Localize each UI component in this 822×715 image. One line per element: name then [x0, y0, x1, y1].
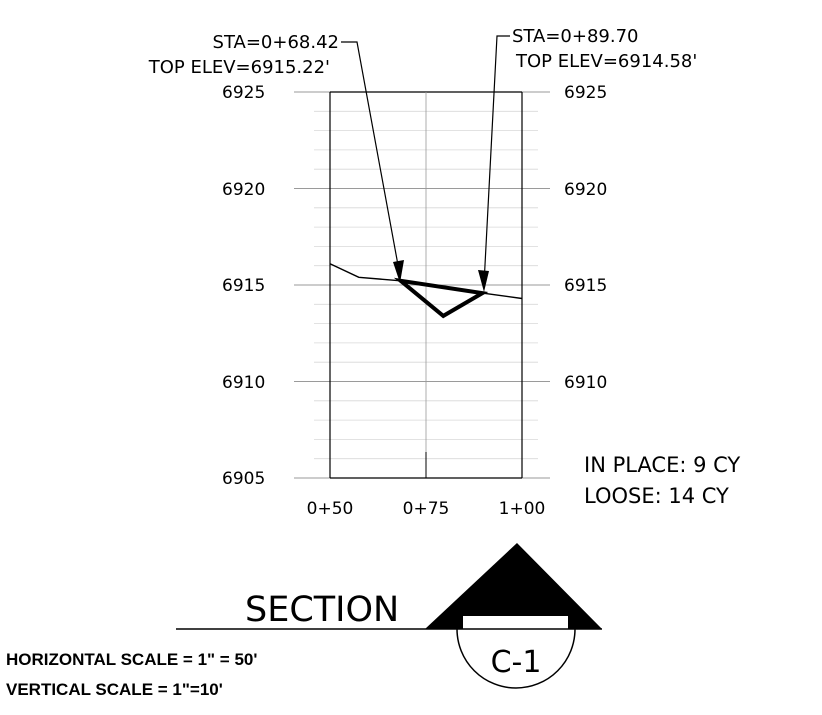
right-elevation-labels: 6925 6920 6915 6910 — [564, 83, 607, 393]
elev-label: 6915 — [564, 276, 607, 296]
elev-label: 6925 — [564, 83, 607, 103]
leader-line — [341, 41, 401, 277]
station-label: 1+00 — [499, 499, 546, 519]
in-place-volume: IN PLACE: 9 CY — [584, 453, 740, 477]
title-block: SECTION B-B' C-1 HORIZONTAL SCALE = 1" =… — [6, 543, 602, 699]
callout-station: STA=0+68.42 — [213, 32, 339, 53]
elev-label: 6925 — [222, 83, 265, 103]
station-label: 0+50 — [307, 499, 354, 519]
vertical-scale: VERTICAL SCALE = 1"=10' — [6, 680, 223, 699]
elev-label: 6920 — [564, 180, 607, 200]
station-labels: 0+50 0+75 1+00 — [307, 499, 546, 519]
left-elevation-labels: 6925 6920 6915 6910 6905 — [222, 83, 265, 489]
excavation-area — [393, 277, 489, 319]
callout-right: STA=0+89.70 TOP ELEV=6914.58' — [478, 26, 697, 292]
callout-elevation: TOP ELEV=6915.22' — [148, 57, 330, 78]
elev-label: 6905 — [222, 469, 265, 489]
arrowhead-icon — [393, 260, 404, 283]
horizontal-scale: HORIZONTAL SCALE = 1" = 50' — [6, 650, 257, 669]
loose-volume: LOOSE: 14 CY — [584, 484, 729, 508]
section-title: SECTION — [245, 590, 399, 630]
section-id: B-B' — [486, 586, 545, 621]
callout-elevation: TOP ELEV=6914.58' — [515, 51, 697, 72]
callout-station: STA=0+89.70 — [512, 26, 638, 47]
station-label: 0+75 — [403, 499, 450, 519]
callout-left: STA=0+68.42 TOP ELEV=6915.22' — [148, 32, 404, 283]
arrowhead-icon — [478, 270, 489, 292]
leader-line — [483, 35, 510, 285]
elev-label: 6910 — [564, 373, 607, 393]
section-marker-triangle — [425, 543, 602, 629]
elev-label: 6910 — [222, 373, 265, 393]
elev-label: 6915 — [222, 276, 265, 296]
sheet-number: C-1 — [491, 645, 542, 680]
elev-label: 6920 — [222, 180, 265, 200]
section-bubble — [456, 569, 576, 689]
